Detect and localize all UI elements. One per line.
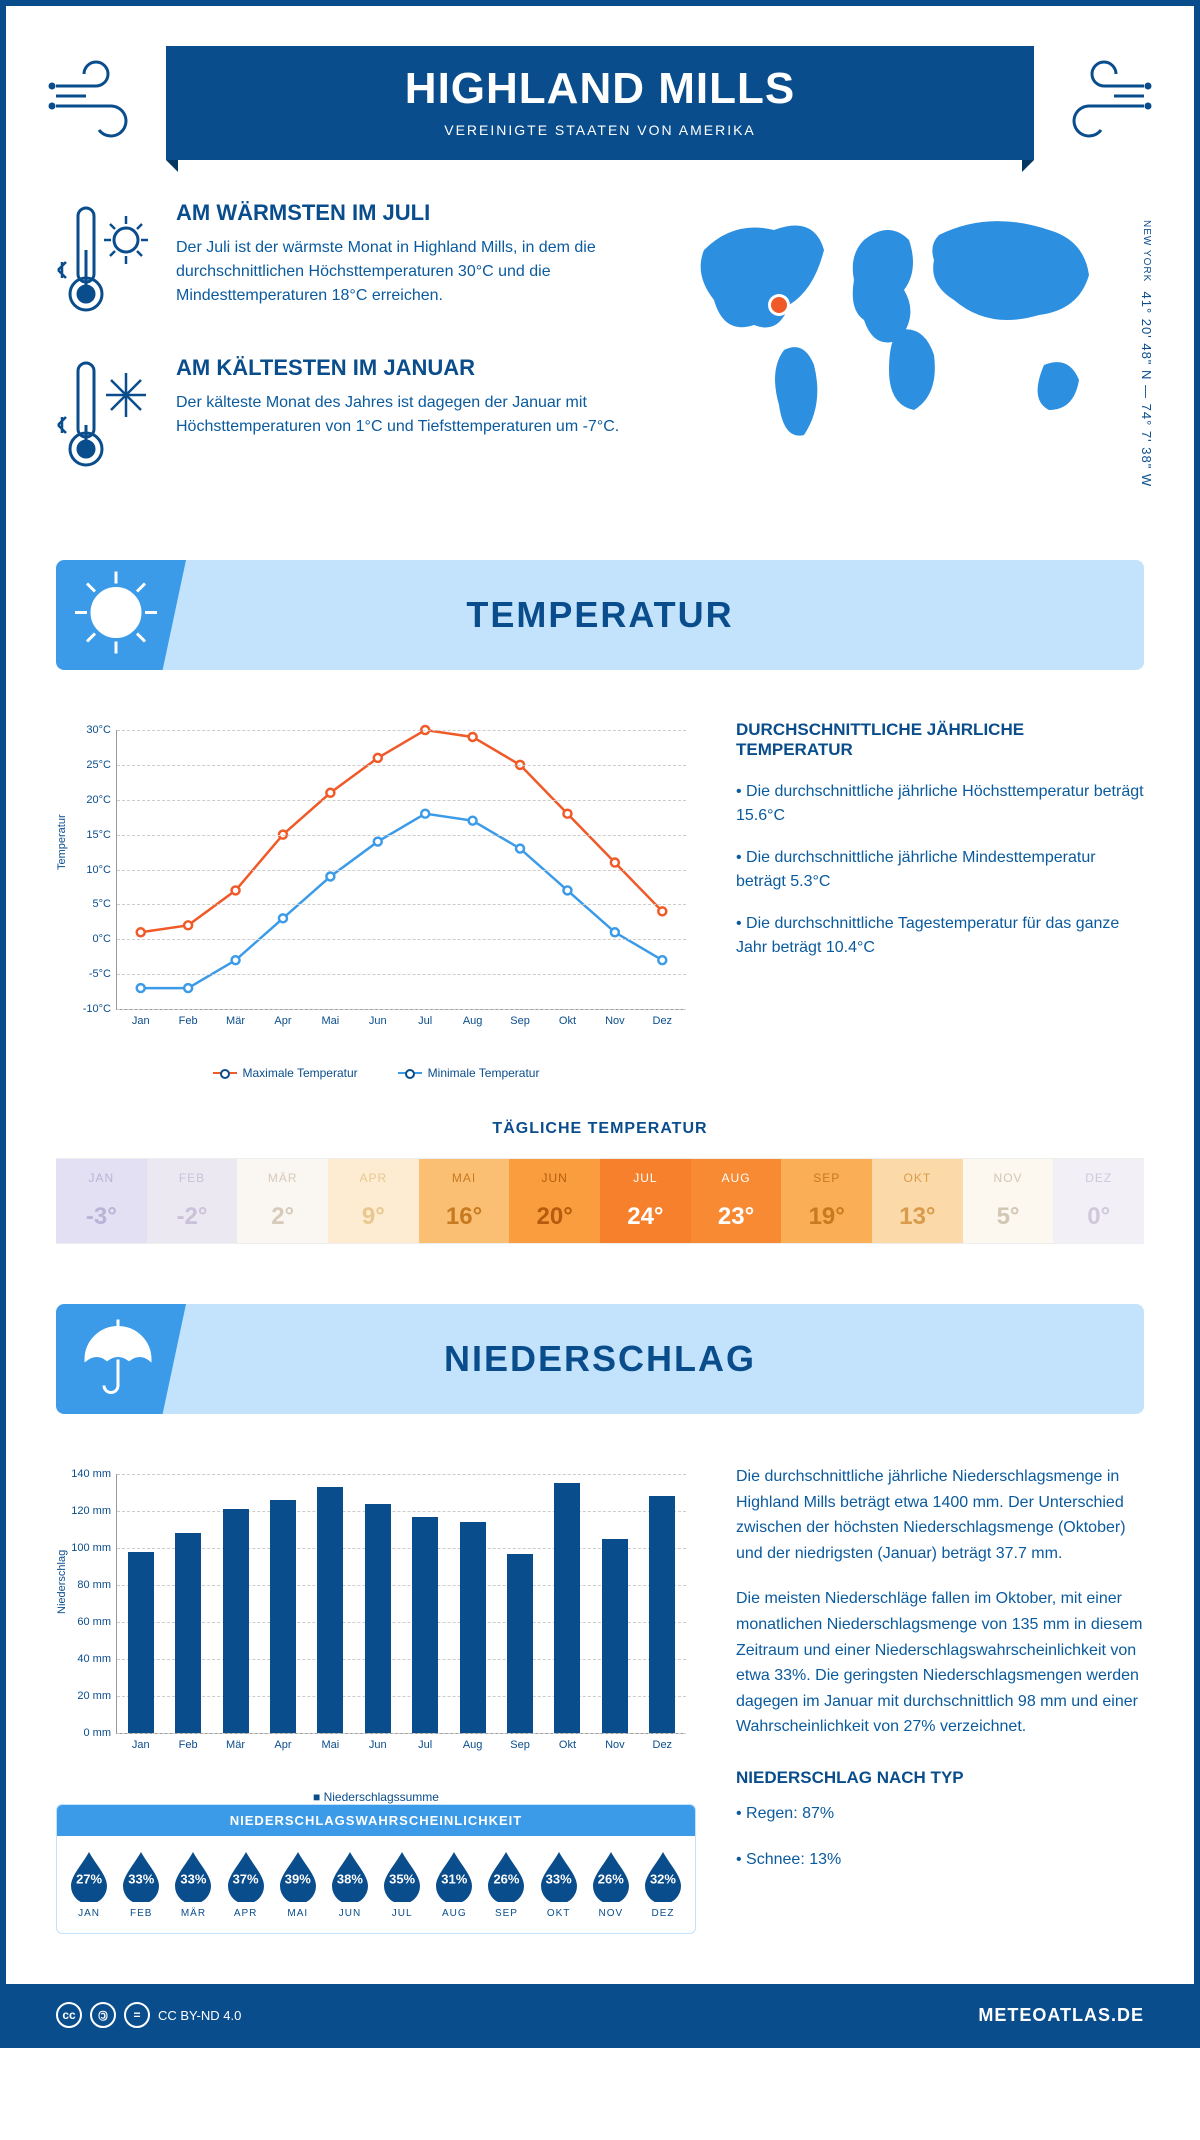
coldest-block: AM KÄLTESTEN IM JANUAR Der kälteste Mona… [56,355,624,480]
daily-temp-strip: JAN-3°FEB-2°MÄR2°APR9°MAI16°JUN20°JUL24°… [56,1158,1144,1244]
footer: cc 🄯 = CC BY-ND 4.0 METEOATLAS.DE [6,1984,1194,2042]
probability-cell: 31% AUG [428,1850,480,1919]
bar [270,1500,296,1733]
thermometer-cold-icon [56,355,156,480]
bar [602,1539,628,1733]
daily-temp-cell: MÄR2° [237,1159,328,1243]
probability-cell: 33% FEB [115,1850,167,1919]
daily-temp-cell: OKT13° [872,1159,963,1243]
page-subtitle: VEREINIGTE STAATEN VON AMERIKA [166,122,1034,138]
daily-temp-cell: NOV5° [963,1159,1054,1243]
bar [223,1509,249,1733]
warmest-block: AM WÄRMSTEN IM JULI Der Juli ist der wär… [56,200,624,325]
bar [554,1483,580,1733]
probability-cell: 35% JUL [376,1850,428,1919]
temperature-summary: DURCHSCHNITTLICHE JÄHRLICHE TEMPERATUR •… [736,720,1144,1080]
drop-icon: 33% [537,1850,581,1902]
drop-icon: 32% [641,1850,685,1902]
sun-icon [71,568,161,663]
coordinates: NEW YORK 41° 20' 48" N — 74° 7' 38" W [1139,220,1154,487]
probability-cell: 26% NOV [585,1850,637,1919]
drop-icon: 35% [380,1850,424,1902]
drop-icon: 33% [171,1850,215,1902]
bar [365,1504,391,1733]
drop-icon: 39% [276,1850,320,1902]
cc-icon: cc [56,2002,82,2028]
bar [128,1552,154,1733]
daily-temp-cell: JAN-3° [56,1159,147,1243]
bar [507,1554,533,1733]
probability-cell: 37% APR [220,1850,272,1919]
daily-temp-cell: JUN20° [509,1159,600,1243]
nd-icon: = [124,2002,150,2028]
section-title: NIEDERSCHLAG [444,1338,756,1380]
probability-cell: 32% DEZ [637,1850,689,1919]
temperature-line-chart: -10°C-5°C0°C5°C10°C15°C20°C25°C30°CJanFe… [56,720,696,1080]
chart-legend: Niederschlagssumme [56,1790,696,1804]
wind-icon [46,56,146,151]
probability-cell: 26% SEP [480,1850,532,1919]
thermometer-hot-icon [56,200,156,325]
daily-temp-cell: JUL24° [600,1159,691,1243]
drop-icon: 26% [484,1850,528,1902]
world-map: NEW YORK 41° 20' 48" N — 74° 7' 38" W [664,200,1144,510]
drop-icon: 33% [119,1850,163,1902]
section-banner-precipitation: NIEDERSCHLAG [56,1304,1144,1414]
drop-icon: 38% [328,1850,372,1902]
drop-icon: 37% [224,1850,268,1902]
bar [649,1496,675,1733]
daily-temp-cell: DEZ0° [1053,1159,1144,1243]
daily-temp-title: TÄGLICHE TEMPERATUR [56,1120,1144,1138]
y-axis-title: Niederschlag [56,1550,68,1614]
by-icon: 🄯 [90,2002,116,2028]
warmest-title: AM WÄRMSTEN IM JULI [176,200,624,226]
probability-cell: 38% JUN [324,1850,376,1919]
probability-cell: 33% MÄR [167,1850,219,1919]
drop-icon: 26% [589,1850,633,1902]
daily-temp-cell: MAI16° [419,1159,510,1243]
precipitation-summary: Die durchschnittliche jährliche Niedersc… [736,1464,1144,1934]
page-title: HIGHLAND MILLS [166,64,1034,114]
coldest-text: Der kälteste Monat des Jahres ist dagege… [176,391,624,439]
daily-temp-cell: FEB-2° [147,1159,238,1243]
bar [317,1487,343,1733]
bar [460,1522,486,1733]
precipitation-probability-box: NIEDERSCHLAGSWAHRSCHEINLICHKEIT 27% JAN … [56,1804,696,1934]
site-name: METEOATLAS.DE [978,2005,1144,2026]
probability-cell: 27% JAN [63,1850,115,1919]
section-title: TEMPERATUR [466,594,733,636]
bar [412,1517,438,1733]
bar [175,1533,201,1733]
license-icons: cc 🄯 = CC BY-ND 4.0 [56,2002,241,2028]
daily-temp-cell: APR9° [328,1159,419,1243]
probability-cell: 39% MAI [272,1850,324,1919]
drop-icon: 31% [432,1850,476,1902]
title-banner: HIGHLAND MILLS VEREINIGTE STAATEN VON AM… [166,46,1034,160]
coldest-title: AM KÄLTESTEN IM JANUAR [176,355,624,381]
probability-cell: 33% OKT [533,1850,585,1919]
header: HIGHLAND MILLS VEREINIGTE STAATEN VON AM… [46,46,1154,160]
umbrella-icon [71,1312,161,1407]
warmest-text: Der Juli ist der wärmste Monat in Highla… [176,236,624,308]
wind-icon [1054,56,1154,151]
section-banner-temperature: TEMPERATUR [56,560,1144,670]
daily-temp-cell: AUG23° [691,1159,782,1243]
precipitation-bar-chart: Niederschlag 0 mm20 mm40 mm60 mm80 mm100… [56,1464,696,1804]
daily-temp-cell: SEP19° [781,1159,872,1243]
drop-icon: 27% [67,1850,111,1902]
chart-legend: Maximale Temperatur Minimale Temperatur [56,1066,696,1080]
